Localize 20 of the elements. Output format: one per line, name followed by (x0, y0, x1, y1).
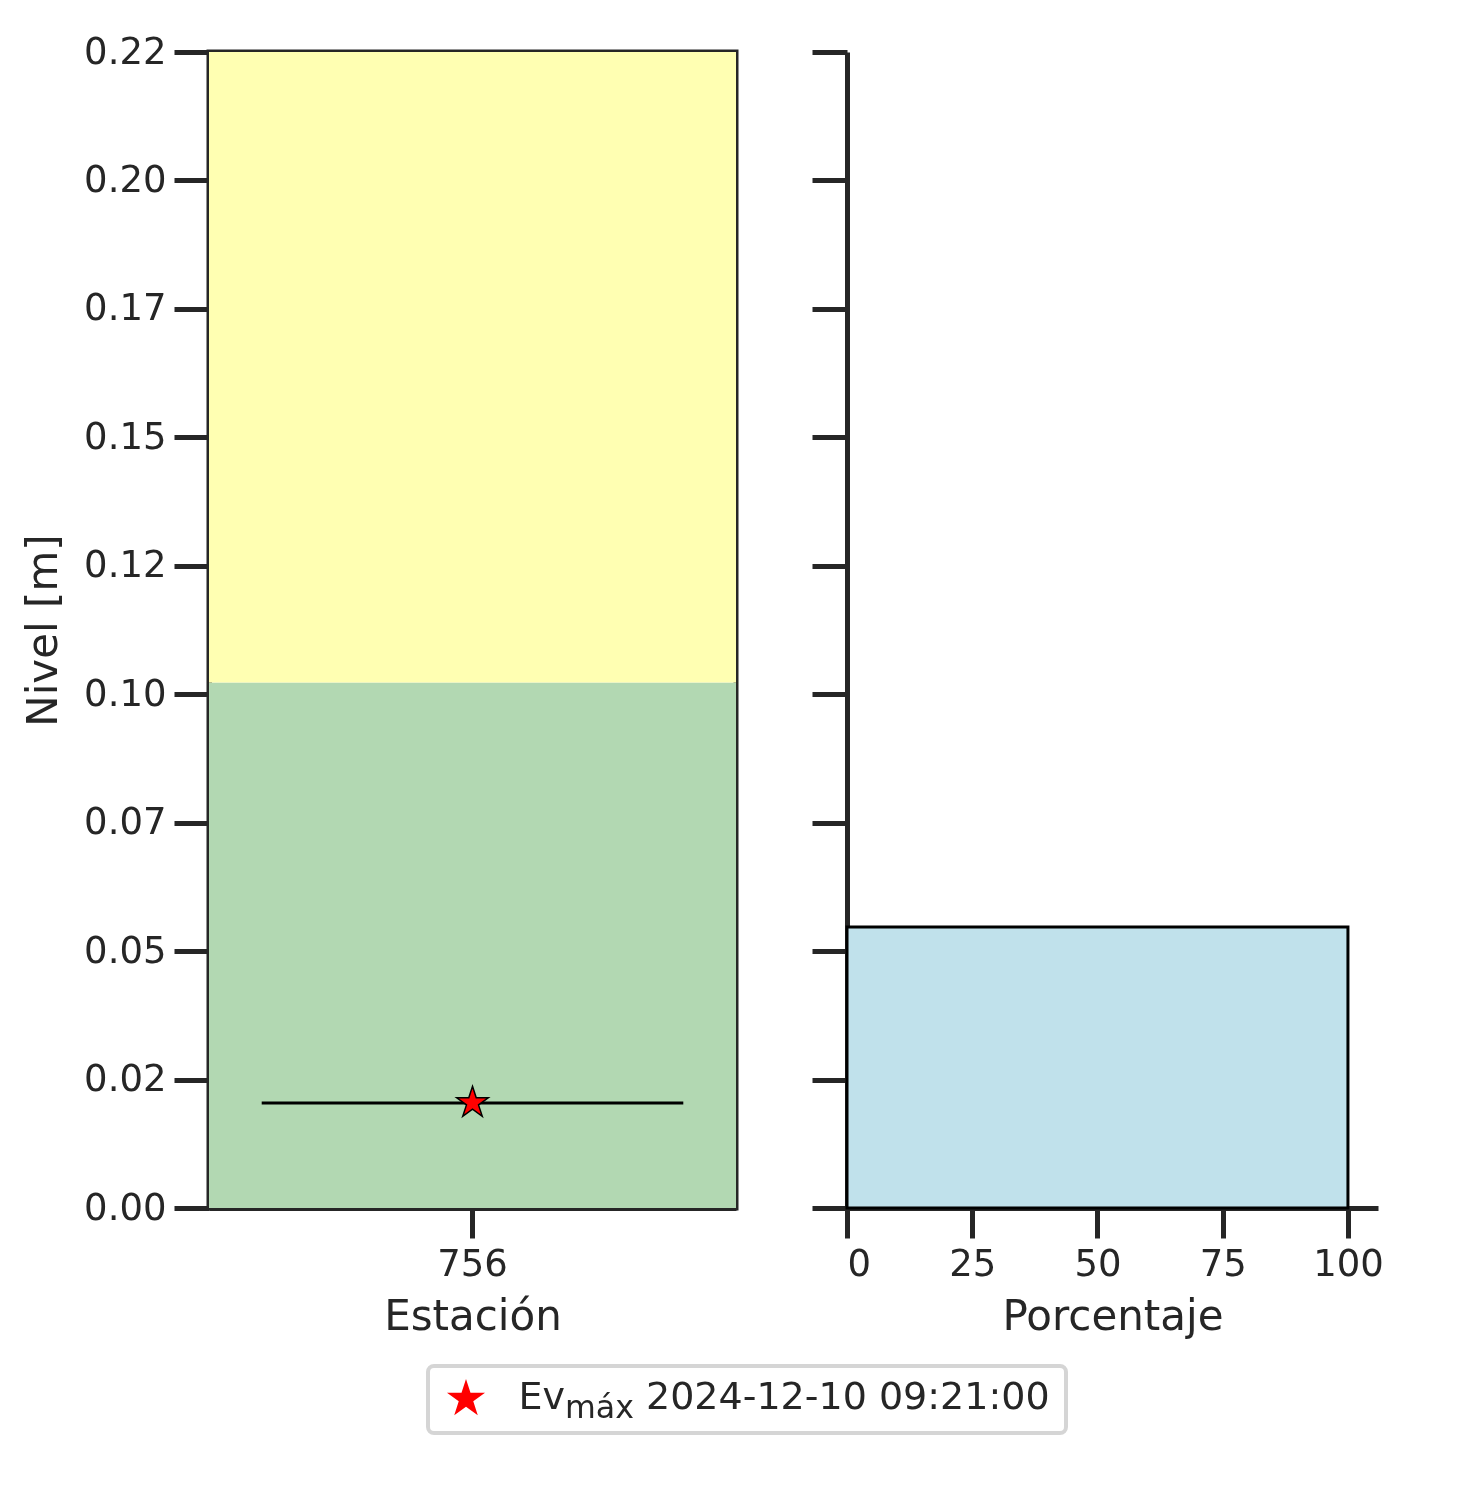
x-tick-label: 0 (847, 1241, 872, 1285)
x-axis-title: Estación (384, 1290, 562, 1340)
y-tick-label: 0.12 (84, 543, 167, 587)
x-tick-label: 756 (437, 1241, 508, 1285)
y-tick-label: 0.17 (84, 286, 167, 330)
y-tick-label: 0.15 (84, 414, 167, 458)
y-tick-label: 0.07 (84, 800, 167, 844)
y-tick-label: 0.22 (84, 29, 167, 73)
x-tick-label: 50 (1074, 1241, 1122, 1285)
legend-label: Ev$_{máx}$ 2024-12-10 09:21:00 (518, 1374, 1050, 1425)
y-axis-title: Nivel [m] (18, 534, 68, 727)
x-tick-label: 100 (1313, 1241, 1384, 1285)
y-tick-label: 0.05 (84, 928, 167, 972)
y-tick-label: 0.10 (84, 671, 167, 715)
y-tick-label: 0.00 (84, 1185, 167, 1229)
x-axis-title: Porcentaje (1002, 1290, 1224, 1340)
y-tick-label: 0.02 (84, 1057, 167, 1101)
x-tick-label: 75 (1199, 1241, 1247, 1285)
x-tick-label: 25 (949, 1241, 997, 1285)
y-tick-label: 0.20 (84, 157, 167, 201)
